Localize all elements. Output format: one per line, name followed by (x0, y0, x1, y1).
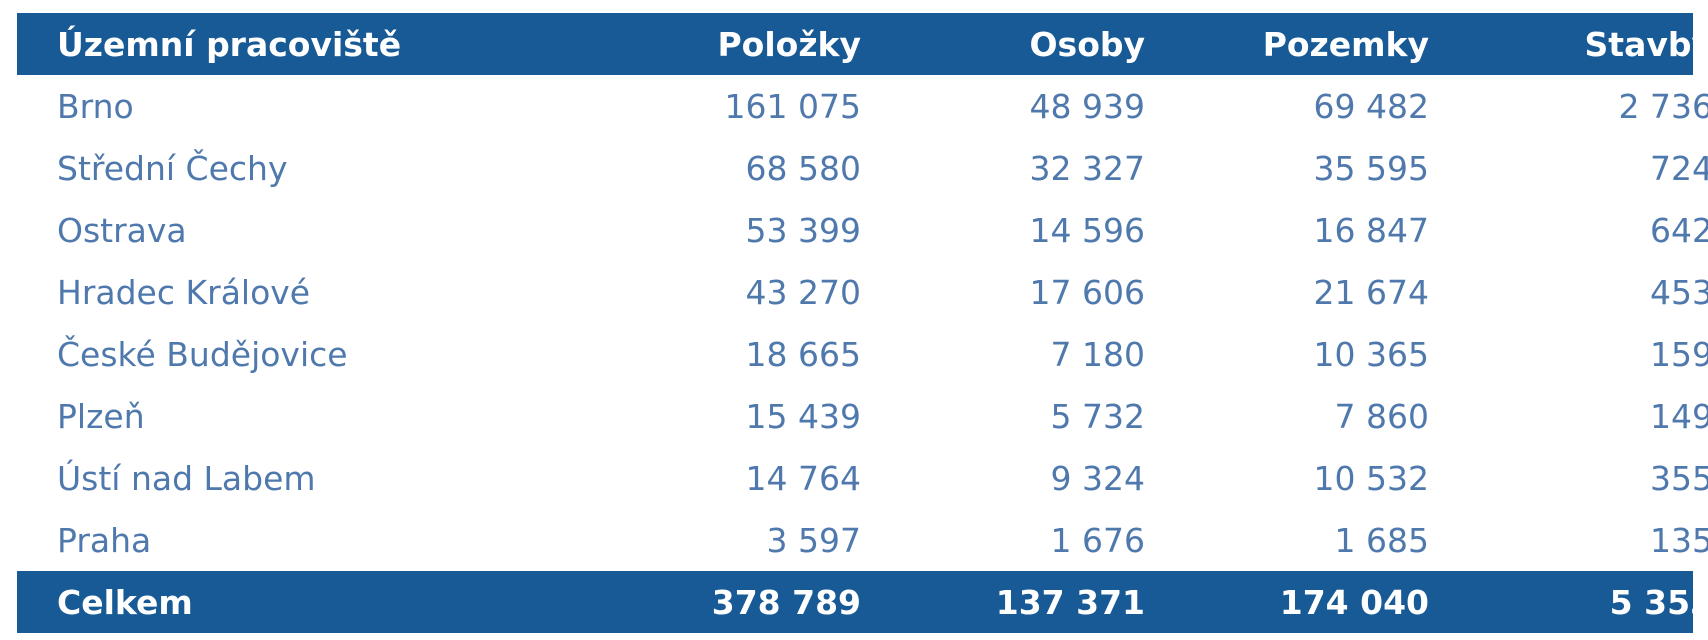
office-name: Praha (57, 520, 152, 560)
table-row: Ostrava 53 399 14 596 16 847 642 (17, 199, 1708, 261)
office-name: Brno (57, 86, 134, 126)
column-header-buildings: Stavby (1584, 24, 1708, 64)
plots-value: 16 847 (1313, 210, 1429, 250)
table-header: Územní pracoviště Položky Osoby Pozemky … (17, 13, 1708, 75)
table-row: Plzeň 15 439 5 732 7 860 149 (17, 385, 1708, 447)
total-items: 378 789 (711, 582, 861, 622)
plots-value: 10 365 (1313, 334, 1429, 374)
table-row: Hradec Králové 43 270 17 606 21 674 453 (17, 261, 1708, 323)
persons-value: 9 324 (1050, 458, 1145, 498)
office-name: Hradec Králové (57, 272, 311, 312)
buildings-value: 2 736 (1618, 86, 1708, 126)
plots-value: 10 532 (1313, 458, 1429, 498)
items-value: 3 597 (766, 520, 861, 560)
total-persons: 137 371 (995, 582, 1145, 622)
plots-value: 69 482 (1313, 86, 1429, 126)
table-row: České Budějovice 18 665 7 180 10 365 159 (17, 323, 1708, 385)
office-name: Ústí nad Labem (57, 458, 316, 498)
buildings-value: 453 (1650, 272, 1708, 312)
persons-value: 5 732 (1050, 396, 1145, 436)
persons-value: 17 606 (1029, 272, 1145, 312)
table-total-row: Celkem 378 789 137 371 174 040 5 353 (17, 571, 1708, 633)
table-row: Střední Čechy 68 580 32 327 35 595 724 (17, 137, 1708, 199)
total-label: Celkem (57, 582, 193, 622)
persons-value: 32 327 (1029, 148, 1145, 188)
plots-value: 35 595 (1313, 148, 1429, 188)
plots-value: 7 860 (1334, 396, 1429, 436)
buildings-value: 724 (1650, 148, 1708, 188)
table-row: Brno 161 075 48 939 69 482 2 736 (17, 75, 1708, 137)
data-table: Územní pracoviště Položky Osoby Pozemky … (17, 13, 1708, 633)
plots-value: 21 674 (1313, 272, 1429, 312)
items-value: 15 439 (745, 396, 861, 436)
total-buildings: 5 353 (1609, 582, 1708, 622)
buildings-value: 355 (1650, 458, 1708, 498)
total-plots: 174 040 (1279, 582, 1429, 622)
table-row: Ústí nad Labem 14 764 9 324 10 532 355 (17, 447, 1708, 509)
office-name: Ostrava (57, 210, 187, 250)
office-name: Střední Čechy (57, 148, 288, 188)
column-header-persons: Osoby (1029, 24, 1146, 64)
office-name: České Budějovice (57, 334, 348, 374)
column-header-office: Územní pracoviště (57, 24, 402, 64)
items-value: 161 075 (724, 86, 861, 126)
items-value: 68 580 (745, 148, 861, 188)
buildings-value: 135 (1650, 520, 1708, 560)
office-name: Plzeň (57, 396, 145, 436)
column-header-items: Položky (717, 24, 861, 64)
column-header-plots: Pozemky (1262, 24, 1429, 64)
plots-value: 1 685 (1334, 520, 1429, 560)
buildings-value: 149 (1650, 396, 1708, 436)
items-value: 14 764 (745, 458, 861, 498)
items-value: 18 665 (745, 334, 861, 374)
persons-value: 48 939 (1029, 86, 1145, 126)
persons-value: 7 180 (1050, 334, 1145, 374)
items-value: 43 270 (745, 272, 861, 312)
buildings-value: 159 (1650, 334, 1708, 374)
persons-value: 1 676 (1050, 520, 1145, 560)
items-value: 53 399 (745, 210, 861, 250)
buildings-value: 642 (1650, 210, 1708, 250)
persons-value: 14 596 (1029, 210, 1145, 250)
table-row: Praha 3 597 1 676 1 685 135 (17, 509, 1708, 571)
